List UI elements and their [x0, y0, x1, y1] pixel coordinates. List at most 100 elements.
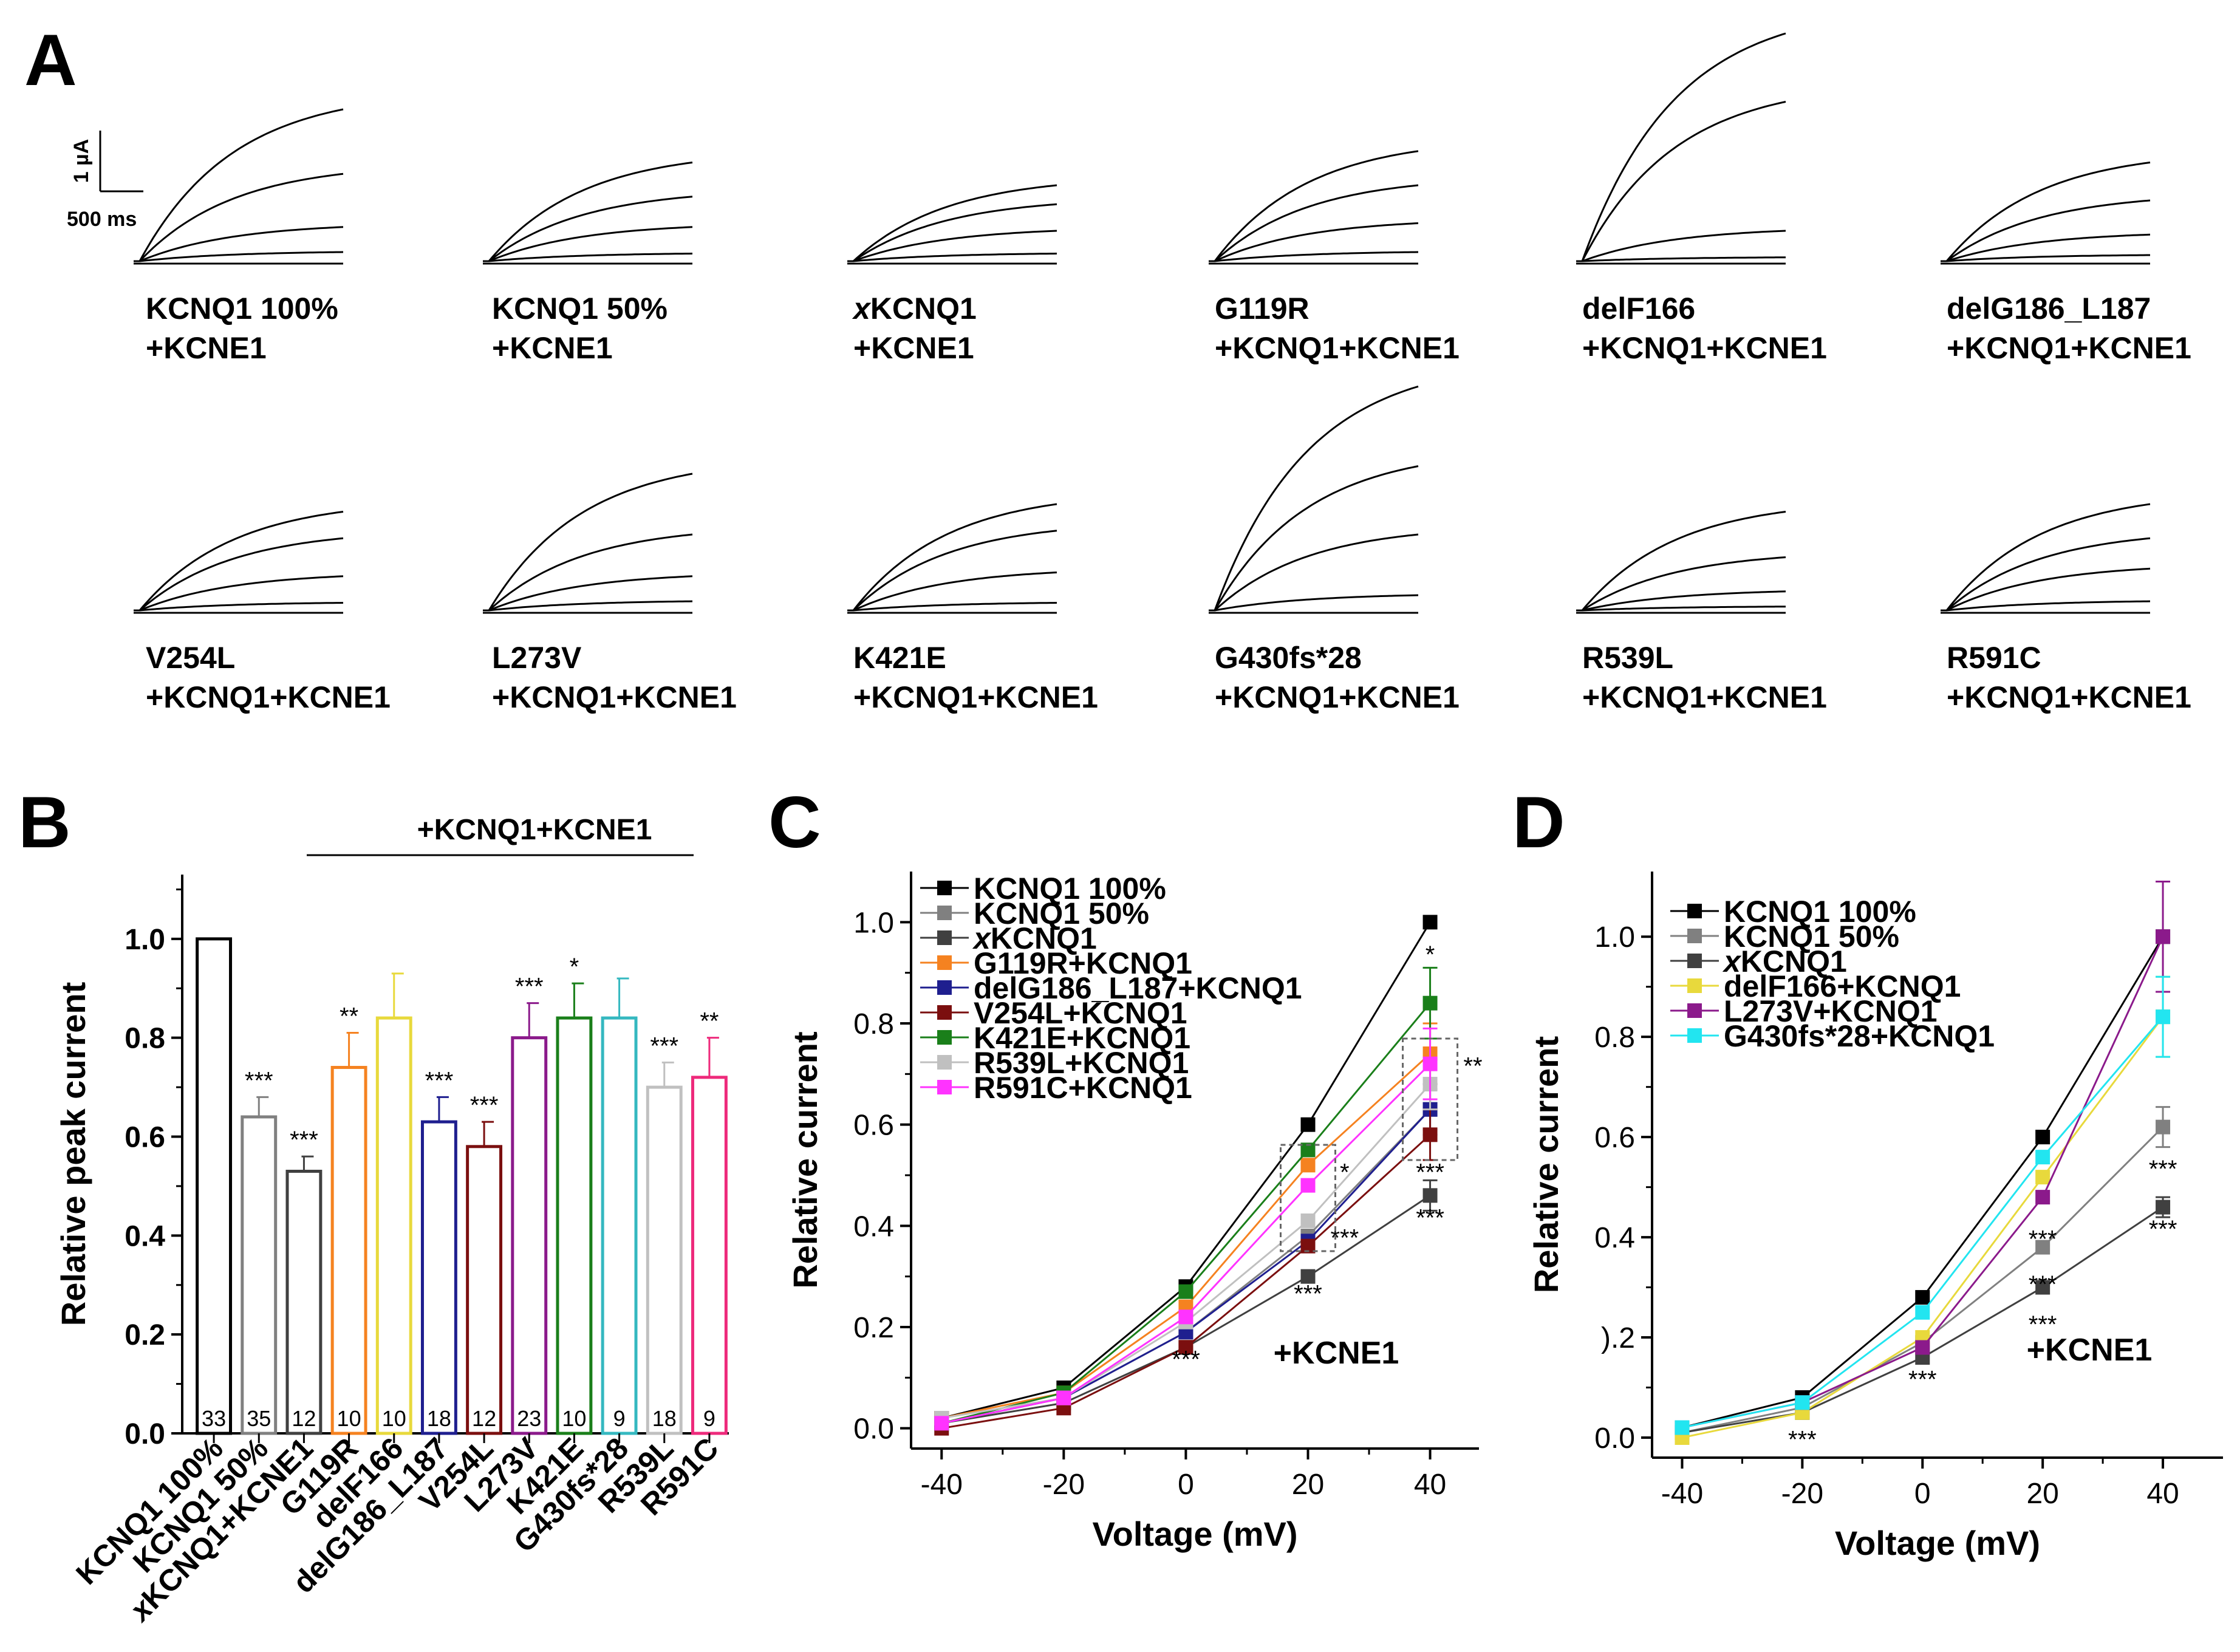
legend-marker	[937, 930, 952, 945]
y-axis-title: Relative current	[1527, 1036, 1565, 1293]
trace-label-line2: +KCNQ1+KCNE1	[1582, 680, 1827, 714]
trace-label-line2: +KCNQ1+KCNE1	[1582, 331, 1827, 365]
x-tick-label: 0	[1914, 1478, 1931, 1510]
trace-cell: G430fs*28 +KCNQ1+KCNE1	[1209, 385, 1460, 714]
trace-label-line1: G430fs*28	[1215, 641, 1362, 675]
bar	[511, 1036, 548, 1435]
kcne1-annotation: +KCNE1	[1274, 1336, 1399, 1371]
panel-label-d: D	[1512, 782, 1565, 863]
legend-label: delF166+KCNQ1	[1724, 969, 1961, 1003]
bar-n-label: 9	[703, 1406, 715, 1431]
y-tick-label: 0.6	[853, 1110, 894, 1142]
trace-label-line2: +KCNQ1+KCNE1	[1215, 331, 1460, 365]
bar-significance: ***	[515, 974, 544, 1000]
trace-label-line2: +KCNE1	[146, 331, 267, 365]
series-line	[1682, 1206, 2163, 1434]
legend-marker	[937, 955, 952, 970]
legend-marker	[1687, 954, 1702, 968]
current-trace	[1941, 600, 2151, 612]
trace-label-prefix: x	[852, 292, 872, 326]
current-trace	[1576, 256, 1786, 262]
data-point	[2035, 1190, 2050, 1205]
current-trace	[1576, 32, 1786, 262]
legend-label-text: V254L+KCNQ1	[974, 996, 1187, 1030]
panel-a-traces: 1 µA 500 ms KCNQ1 100% +KCNE1 KCNQ1 50% +KC…	[67, 32, 2191, 714]
legend-marker	[937, 906, 952, 920]
scale-bar-time-label: 500 ms	[67, 208, 137, 231]
legend-marker	[1687, 1028, 1702, 1043]
series-line	[941, 1108, 1431, 1424]
legend-label-text: G119R+KCNQ1	[974, 946, 1192, 980]
legend-label: KCNQ1 100%	[974, 872, 1166, 906]
data-point	[1300, 1178, 1316, 1193]
trace-label-line1: K421E	[853, 641, 946, 675]
bar	[241, 1115, 278, 1435]
bar-significance: *	[570, 954, 579, 980]
trace-label-text: G430fs*28	[1215, 641, 1362, 675]
x-tick-label: 40	[1414, 1469, 1446, 1501]
significance-label: *	[1426, 941, 1435, 968]
current-trace	[1576, 101, 1786, 262]
current-trace	[483, 196, 693, 262]
y-axis-title: Relative peak current	[54, 982, 92, 1326]
trace-cell: KCNQ1 100% +KCNE1	[134, 108, 344, 365]
trace-label-line1: KCNQ1 50%	[492, 292, 668, 326]
legend-label-prefix: x	[972, 921, 992, 955]
trace-cell: delG186_L187 +KCNQ1+KCNE1	[1941, 162, 2191, 365]
bar	[196, 937, 233, 1435]
current-trace	[1209, 150, 1419, 262]
significance-label: ***	[2029, 1311, 2057, 1338]
significance-label: ***	[1788, 1427, 1817, 1453]
current-trace	[1209, 385, 1419, 612]
legend-marker	[1687, 978, 1702, 993]
current-trace	[483, 473, 693, 612]
trace-cell: G119R +KCNQ1+KCNE1	[1209, 150, 1460, 365]
scale-bar-current-label: 1 µA	[70, 139, 93, 183]
legend-label-text: delG186_L187+KCNQ1	[974, 971, 1302, 1005]
legend-marker	[937, 1030, 952, 1045]
legend-label: delG186_L187+KCNQ1	[974, 971, 1302, 1005]
trace-cell: R591C +KCNQ1+KCNE1	[1941, 503, 2191, 714]
current-trace	[134, 575, 344, 612]
trace-label-line2: +KCNQ1+KCNE1	[1215, 680, 1460, 714]
legend-label: L273V+KCNQ1	[1724, 994, 1938, 1028]
significance-label: *	[1340, 1159, 1350, 1186]
current-trace	[134, 108, 344, 262]
legend-label-text: G430fs*28+KCNQ1	[1724, 1019, 1995, 1053]
bar-n-label: 18	[652, 1406, 677, 1431]
y-tick-label: 0.6	[125, 1122, 165, 1154]
legend-marker	[1687, 1003, 1702, 1018]
legend-label: xKCNQ1	[972, 921, 1097, 955]
legend-label: KCNQ1 100%	[1724, 895, 1916, 929]
legend-label: xKCNQ1	[1722, 944, 1847, 978]
current-trace	[1576, 511, 1786, 612]
y-tick-label: 0.8	[125, 1023, 165, 1055]
data-point	[1675, 1420, 1690, 1435]
data-point	[1300, 1213, 1316, 1228]
x-tick-label: 20	[1292, 1469, 1324, 1501]
current-trace	[134, 172, 344, 262]
x-tick-label: 40	[2146, 1478, 2179, 1510]
data-point	[1422, 1056, 1438, 1071]
trace-label-line2: +KCNQ1+KCNE1	[492, 680, 737, 714]
data-point	[934, 1416, 949, 1431]
bar-n-label: 35	[247, 1406, 271, 1431]
current-trace	[1941, 567, 2151, 612]
current-trace	[847, 530, 1057, 612]
data-point	[2156, 1200, 2171, 1215]
x-tick-label: -40	[921, 1469, 963, 1501]
current-trace	[1576, 230, 1786, 262]
legend-label-text: delF166+KCNQ1	[1724, 969, 1961, 1003]
y-tick-label: 0.2	[853, 1312, 894, 1344]
trace-label-line2: +KCNQ1+KCNE1	[1947, 331, 2191, 365]
trace-label-line1: L273V	[492, 641, 582, 675]
y-tick-label: ).2	[1601, 1322, 1635, 1354]
x-tick-label: 20	[2026, 1478, 2058, 1510]
panel-d-line-chart: 0.0).2 0.4 0.6 0.8 1.0 -40 -20 0 20 40 Voltage (mV…	[1527, 872, 2223, 1562]
y-tick-label: 1.0	[853, 907, 894, 939]
trace-cell: R539L +KCNQ1+KCNE1	[1576, 511, 1827, 714]
legend-label-prefix: x	[1722, 944, 1742, 978]
legend-marker	[937, 1055, 952, 1070]
legend-label-text: R539L+KCNQ1	[974, 1046, 1189, 1080]
